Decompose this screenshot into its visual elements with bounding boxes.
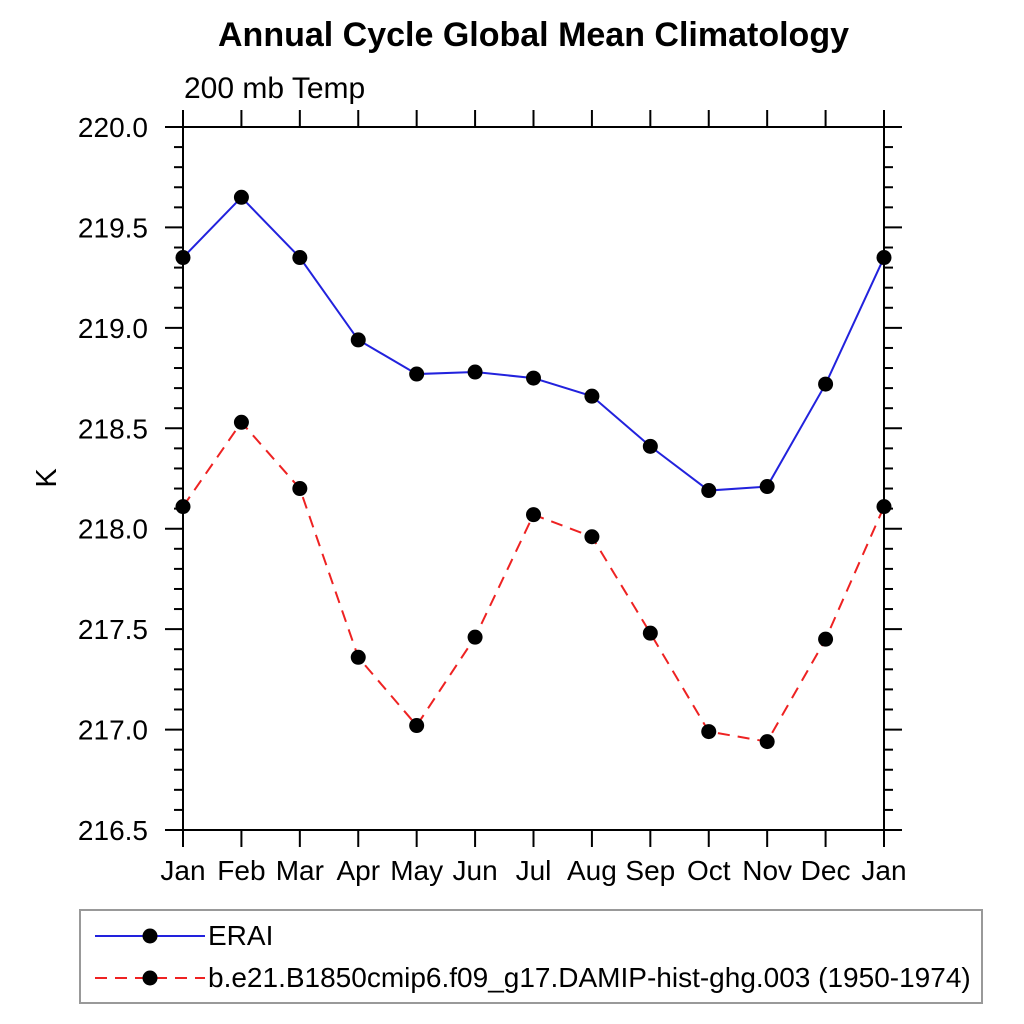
x-tick-label: May [390,855,443,886]
erai-point [584,388,600,404]
erai-point [876,250,892,266]
x-tick-label: Feb [217,855,265,886]
y-tick-label: 218.0 [78,514,148,545]
x-tick-label: Sep [625,855,675,886]
x-tick-label: Jan [861,855,906,886]
legend-item-erai: ERAI [81,915,981,957]
damip-hist-ghg-003-point [818,631,834,647]
erai-point [350,332,366,348]
damip-hist-ghg-003-point [175,499,191,515]
x-tick-label: Jul [516,855,552,886]
x-tick-label: Jun [453,855,498,886]
legend-item-damip: b.e21.B1850cmip6.f09_g17.DAMIP-hist-ghg.… [81,957,981,999]
legend-label-erai: ERAI [208,919,274,951]
damip-line-sample [95,970,205,985]
y-tick-label: 217.5 [78,614,148,645]
plot-area: Jan Feb Mar Apr May Jun Jul Aug Sep Oct Nov Dec Jan 2… [78,110,907,886]
erai-point [818,376,834,392]
chart-subtitle: 200 mb Temp [184,72,366,105]
x-tick-label: Mar [276,855,324,886]
x-tick-label: Jan [160,855,205,886]
y-tick-label: 219.0 [78,313,148,344]
erai-point [292,250,308,266]
damip-hist-ghg-003-line [182,420,885,743]
x-tick-label: Aug [567,855,617,886]
plot-svg: Jan Feb Mar Apr May Jun Jul Aug Sep Oct Nov Dec Jan 2… [78,110,907,886]
legend-label-damip: b.e21.B1850cmip6.f09_g17.DAMIP-hist-ghg.… [208,961,971,993]
legend: ERAI b.e21.B1850cmip6.f09_g17.DAMIP-hist… [79,909,983,1004]
y-tick-label: 216.5 [78,815,148,846]
damip-hist-ghg-003-point [876,499,892,515]
x-tick-label: Dec [801,855,851,886]
erai-point [409,366,425,382]
erai-point [642,438,658,454]
damip-hist-ghg-003-point [350,649,366,665]
erai-line [182,195,885,492]
erai-point [526,370,541,386]
damip-hist-ghg-003-point [759,734,775,750]
erai-point [233,189,249,205]
erai-point [759,479,775,495]
y-tick-label: 219.5 [78,212,148,243]
x-tick-label: Apr [336,855,380,886]
damip-sample-marker [142,970,158,985]
damip-hist-ghg-003-point [409,718,425,734]
y-tick-label: 218.5 [78,413,148,444]
damip-hist-ghg-003-point [233,414,249,430]
damip-hist-ghg-003-point [526,507,541,523]
damip-hist-ghg-003-point [701,724,717,740]
y-tick-label: 217.0 [78,715,148,746]
damip-hist-ghg-003-point [292,481,308,497]
erai-point [467,364,483,380]
damip-hist-ghg-003-point [642,625,658,641]
damip-hist-ghg-003-point [467,629,483,645]
y-tick-label: 220.0 [78,112,148,143]
chart-title: Annual Cycle Global Mean Climatology [218,16,849,54]
damip-hist-ghg-003-point [584,529,600,545]
erai-line-sample [95,928,205,943]
erai-point [175,250,191,266]
x-tick-label: Oct [687,855,731,886]
plot-box [182,126,885,831]
x-tick-label: Nov [742,855,792,886]
erai-sample-marker [142,928,158,943]
erai-point [701,483,717,499]
